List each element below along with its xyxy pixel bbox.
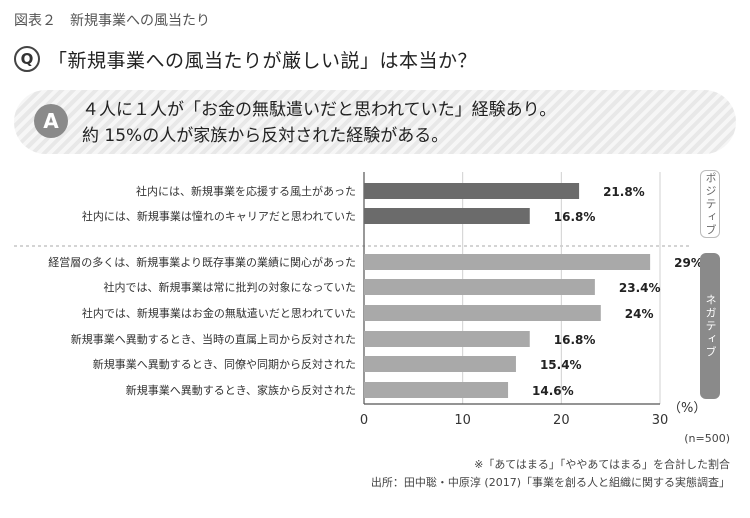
answer-text: ４人に１人が「お金の無駄遣いだと思われていた」経験あり。 約 15%の人が家族か… [82,97,556,149]
x-tick-label: 10 [454,413,471,428]
bar [364,208,530,224]
bar [364,331,530,347]
x-tick-label: 30 [652,413,669,428]
x-tick-label: 0 [360,413,368,428]
question-badge: Q [14,46,40,72]
answer-line-1: ４人に１人が「お金の無駄遣いだと思われていた」経験あり。 [82,100,557,120]
figure-label: 図表２ 新規事業への風当たり [14,13,210,29]
question-text: 「新規事業への風当たりが厳しい説」は本当か？ [48,49,478,72]
bar [364,279,595,295]
category-label: 新規事業へ異動するとき、当時の直属上司から反対された [71,332,356,346]
category-label: 社内では、新規事業はお金の無駄遣いだと思われていた [82,306,356,320]
sample-size: (n=500) [684,432,730,445]
category-label: 社内には、新規事業は憧れのキャリアだと思われていた [82,209,356,223]
category-label: 新規事業へ異動するとき、家族から反対された [126,383,356,397]
category-label: 社内では、新規事業は常に批判の対象になっていた [104,280,356,294]
answer-badge: A [34,104,68,138]
bar [364,254,651,270]
value-label: 15.4% [540,358,582,372]
group-label-positive: ポジティブ [700,170,720,238]
bar [364,356,516,372]
question-row: Q 「新規事業への風当たりが厳しい説」は本当か？ [14,44,477,74]
value-label: 16.8% [554,333,596,347]
answer-box: A ４人に１人が「お金の無駄遣いだと思われていた」経験あり。 約 15%の人が家… [14,90,736,154]
value-label: 24% [625,307,654,321]
value-label: 23.4% [619,281,661,295]
group-label-negative: ネガティブ [700,253,720,399]
value-label: 14.6% [532,384,574,398]
bar [364,382,509,398]
x-axis-unit: （%） [668,401,706,416]
value-label: 29% [674,256,703,270]
value-label: 21.8% [603,185,645,199]
bar [364,183,580,199]
x-tick-label: 20 [553,413,570,428]
bar [364,305,601,321]
category-label: 経営層の多くは、新規事業より既存事業の業績に関心があった [48,255,356,269]
source-note: 出所：田中聡・中原淳 (2017)「事業を創る人と組織に関する実態調査」 [370,476,730,489]
category-label: 社内には、新規事業を応援する風土があった [136,184,356,198]
answer-line-2: 約 15%の人が家族から反対された経験がある。 [82,126,449,146]
value-label: 16.8% [554,210,596,224]
category-label: 新規事業へ異動するとき、同僚や同期から反対された [93,357,356,371]
footnote: ※「あてはまる」「ややあてはまる」を合計した割合 [474,458,730,471]
